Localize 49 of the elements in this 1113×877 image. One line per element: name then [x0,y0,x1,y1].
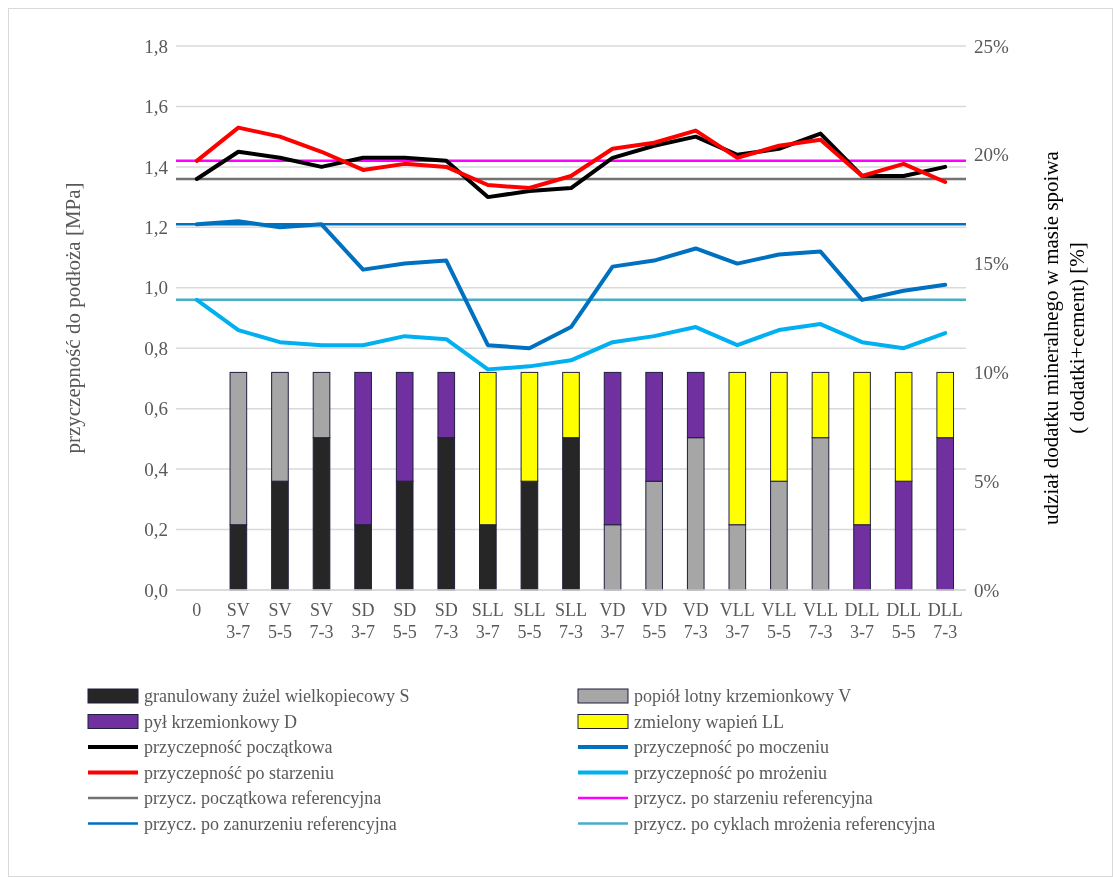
x-tick-label: DLL 3-7 [844,600,880,642]
x-tick-label: VD 3-7 [599,600,626,642]
y2-axis-title: udział dodatku mineralnego w masie spoiwa ( dodatki+cement) [%] [1039,150,1089,525]
x-tick-label: VLL 7-3 [802,600,838,642]
x-tick-label: 0 [192,600,202,620]
legend-label: przycz. po zanurzeniu referencyjna [144,813,397,834]
legend-label: pył krzemionkowy D [144,711,297,732]
y-tick-label: 1,8 [144,35,168,57]
x-tick-label: SV 3-7 [226,600,251,642]
x-tick-label: SLL 5-5 [513,600,546,642]
x-tick-label: VLL 3-7 [719,600,755,642]
y2-tick-label: 20% [974,144,1009,166]
legend-label: granulowany żużel wielkopiecowy S [144,686,410,707]
x-tick-label: DLL 7-3 [927,600,963,642]
y2-tick-label: 25% [974,35,1009,57]
x-tick-label: VLL 5-5 [761,600,797,642]
y-tick-label: 0,8 [144,337,168,359]
x-tick-label: SD 7-3 [434,600,459,642]
y-tick-label: 0,2 [144,519,168,541]
legend-label: przyczepność po mrożeniu [634,762,827,783]
legend-label: przycz. po cyklach mrożenia referencyjna [634,813,936,834]
legend-label: przyczepność po moczeniu [634,737,829,758]
y2-tick-label: 10% [974,362,1009,384]
x-tick-label: SV 7-3 [309,600,334,642]
y-tick-label: 1,6 [144,96,168,118]
y-tick-label: 1,2 [144,216,168,238]
legend-label: zmielony wapień LL [634,711,784,732]
y-axis-title: przyczepność do podłoża [MPa] [61,182,85,454]
x-tick-label: VD 7-3 [682,600,709,642]
x-tick-label: SV 5-5 [267,600,292,642]
y-tick-label: 1,4 [144,156,169,178]
legend-label: przyczepność początkowa [144,737,333,758]
y2-tick-label: 5% [974,470,1000,492]
legend-label: popiół lotny krzemionkowy V [634,686,852,707]
y2-tick-label: 0% [974,579,1000,601]
y2-tick-label: 15% [974,253,1009,275]
y-tick-label: 0,0 [144,579,168,601]
legend-label: przyczepność po starzeniu [144,762,334,783]
x-tick-label: VD 5-5 [641,600,668,642]
x-tick-label: DLL 5-5 [886,600,922,642]
x-tick-label: SLL 3-7 [471,600,504,642]
legend-label: przycz. początkowa referencyjna [144,788,382,809]
y-tick-label: 1,0 [144,277,168,299]
x-tick-label: SD 5-5 [392,600,417,642]
x-tick-label: SD 3-7 [351,600,376,642]
y-tick-label: 0,4 [144,458,169,480]
y-tick-label: 0,6 [144,398,168,420]
x-tick-label: SLL 7-3 [554,600,588,642]
legend-label: przycz. po starzeniu referencyjna [634,788,873,809]
